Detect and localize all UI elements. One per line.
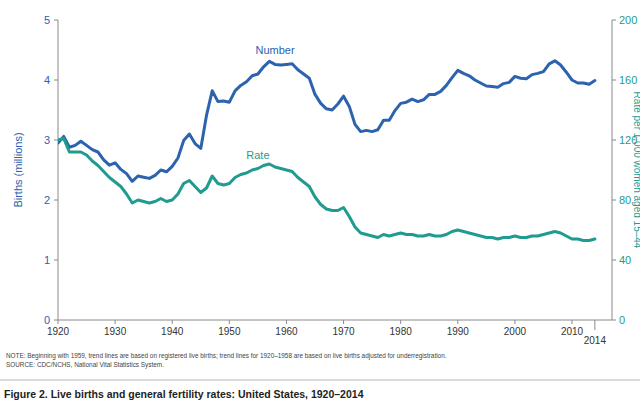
x-tick xyxy=(172,320,173,324)
title: Figure 2. Live births and general fertil… xyxy=(4,388,364,400)
x-axis-line xyxy=(58,320,612,321)
y-tick-label: 1 xyxy=(44,254,50,266)
y2-tick-label: 160 xyxy=(619,74,637,86)
plot-area xyxy=(58,61,595,241)
x-tick-label: 1920 xyxy=(47,326,70,337)
series-line xyxy=(58,61,595,182)
y-tick-label: 5 xyxy=(44,14,50,26)
y2-tick xyxy=(612,20,616,21)
y-tick xyxy=(54,80,58,81)
note: SOURCE: CDC/NCHS, National Vital Statist… xyxy=(6,361,164,369)
x-tick xyxy=(594,320,595,330)
series-label: Rate xyxy=(246,149,269,161)
y2-tick xyxy=(612,140,616,141)
x-tick xyxy=(572,320,573,324)
y-tick-label: 3 xyxy=(44,134,50,146)
y2-axis-line xyxy=(612,20,613,320)
x-tick-label: 1950 xyxy=(218,326,241,337)
x-tick-label: 2000 xyxy=(504,326,527,337)
x-tick-label: 1930 xyxy=(104,326,127,337)
background xyxy=(0,0,640,407)
x-tick-label: 1990 xyxy=(447,326,470,337)
y2-tick-label: 80 xyxy=(619,194,631,206)
x-tick xyxy=(58,320,59,324)
x-tick-label: 1980 xyxy=(390,326,413,337)
y2-axis-title: Rate per 1,000 women aged 15–44 xyxy=(632,92,640,249)
series-label: Number xyxy=(255,44,294,56)
y2-tick xyxy=(612,200,616,201)
x-tick-label: 2010 xyxy=(561,326,584,337)
x-tick-label: 1970 xyxy=(332,326,355,337)
y-tick xyxy=(54,260,58,261)
y2-tick xyxy=(612,80,616,81)
x-tick xyxy=(457,320,458,324)
x-tick-label: 1960 xyxy=(275,326,298,337)
x-tick-label: 1940 xyxy=(161,326,184,337)
chart: 0123450408012016020019201930194019501960… xyxy=(0,0,640,407)
separator xyxy=(0,380,640,381)
y2-tick-label: 0 xyxy=(619,314,625,326)
x-tick-label: 2014 xyxy=(584,335,607,346)
x-tick xyxy=(343,320,344,324)
y-tick xyxy=(54,140,58,141)
y-axis-title: Births (millions) xyxy=(12,132,24,207)
y-tick-label: 4 xyxy=(44,74,50,86)
x-tick xyxy=(400,320,401,324)
y2-tick-label: 40 xyxy=(619,254,631,266)
y-tick-label: 2 xyxy=(44,194,50,206)
y-tick xyxy=(54,320,58,321)
series-line xyxy=(58,139,595,241)
note: NOTE: Beginning with 1959, trend lines a… xyxy=(6,352,447,360)
y-tick-label: 0 xyxy=(44,314,50,326)
x-tick xyxy=(229,320,230,324)
x-tick xyxy=(115,320,116,324)
y-axis-line xyxy=(58,20,59,320)
x-tick xyxy=(286,320,287,324)
x-tick xyxy=(514,320,515,324)
y-tick xyxy=(54,200,58,201)
y-tick xyxy=(54,20,58,21)
y2-tick xyxy=(612,260,616,261)
y2-tick xyxy=(612,320,616,321)
y2-tick-label: 200 xyxy=(619,14,637,26)
